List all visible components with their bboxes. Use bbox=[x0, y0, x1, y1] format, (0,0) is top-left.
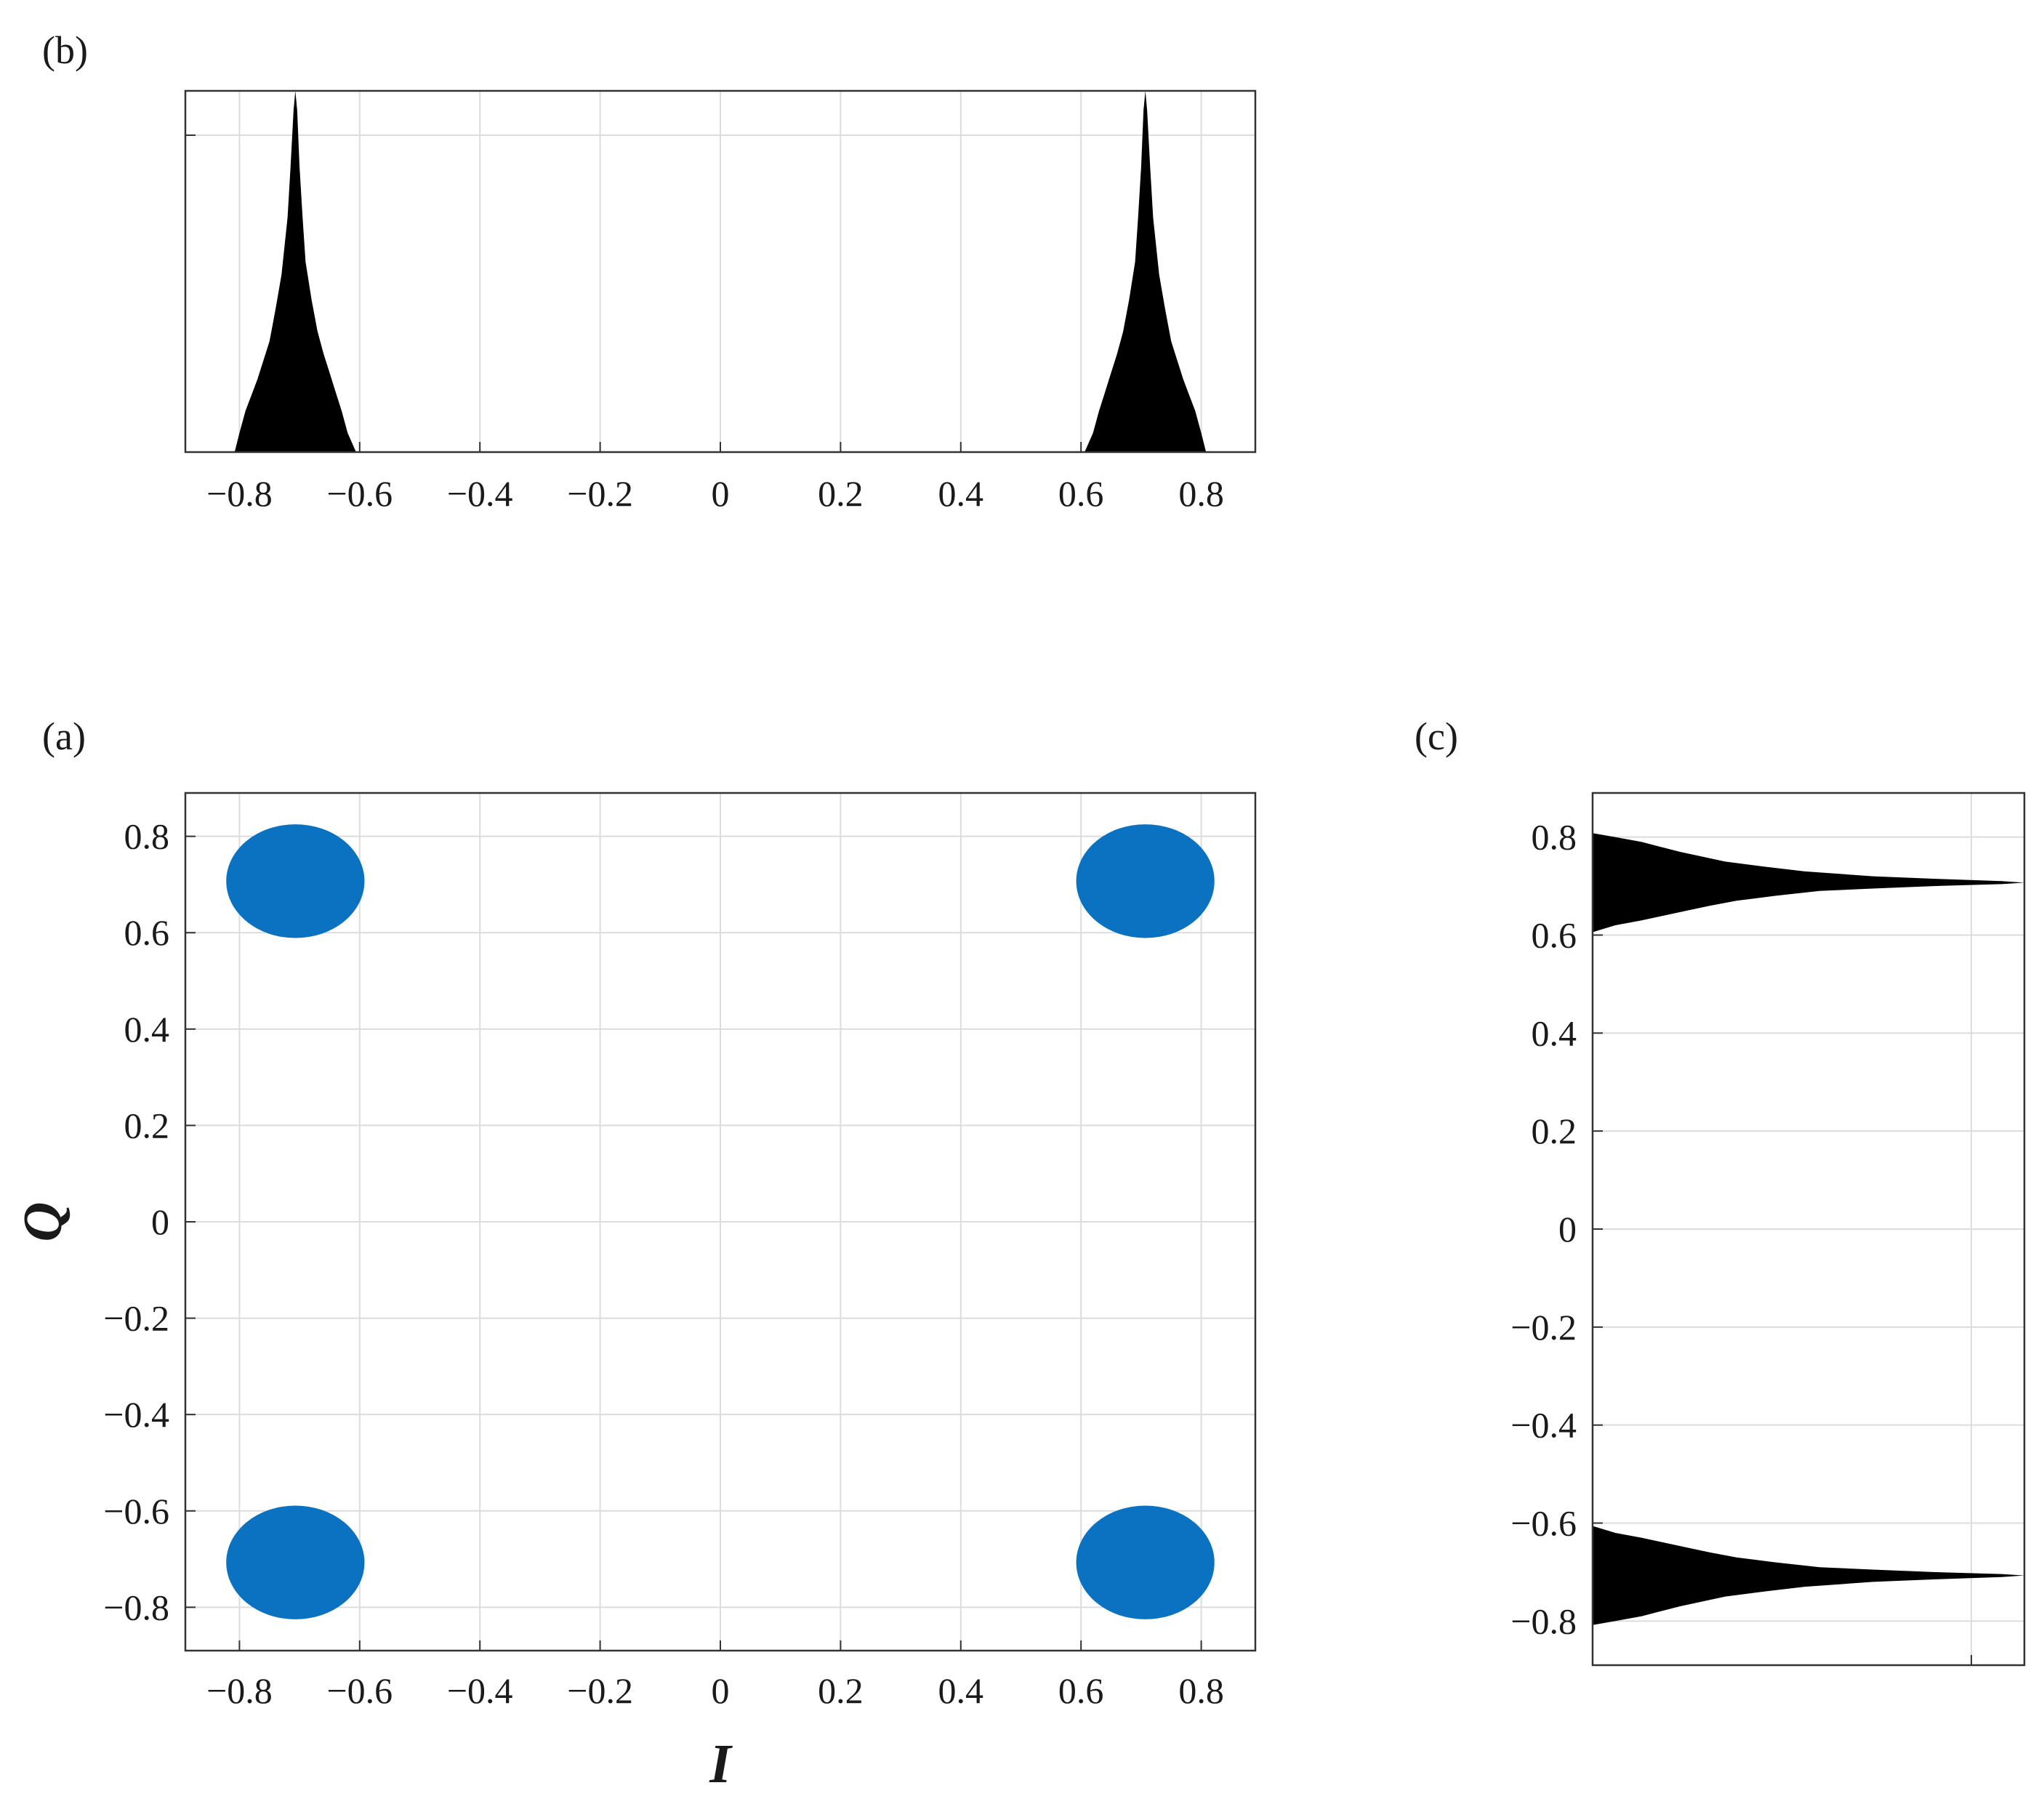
y-tick-label: −0.8 bbox=[103, 1587, 169, 1627]
x-tick-label: −0.2 bbox=[567, 1670, 633, 1711]
scatter-cluster bbox=[1076, 1505, 1215, 1619]
x-tick-label: −0.6 bbox=[326, 473, 393, 514]
x-tick-label: −0.4 bbox=[447, 473, 513, 514]
histogram-panel-b: −0.8 −0.6 −0.4 −0.2 0 0.2 0.4 0.6 0.8 bbox=[184, 89, 1257, 514]
y-tick-label: 0.6 bbox=[1532, 915, 1577, 956]
y-tick-label: 0.6 bbox=[124, 912, 170, 953]
x-tick-label: 0.2 bbox=[818, 473, 864, 514]
x-tick-label: 0.8 bbox=[1178, 1670, 1224, 1711]
scatter-cluster bbox=[226, 1505, 365, 1619]
panel-label-c: (c) bbox=[1415, 714, 1458, 758]
scatter-cluster bbox=[1076, 824, 1215, 938]
histogram-peak bbox=[1593, 833, 2024, 933]
y-tick-label: −0.2 bbox=[103, 1298, 169, 1339]
x-tick-label: 0.6 bbox=[1058, 1670, 1104, 1711]
y-tick-label: −0.2 bbox=[1510, 1307, 1577, 1348]
x-tick-label: −0.6 bbox=[326, 1670, 393, 1711]
x-axis-title: I bbox=[709, 1733, 733, 1795]
y-tick-label: −0.6 bbox=[1510, 1502, 1577, 1543]
x-tick-label: 0.6 bbox=[1058, 473, 1104, 514]
x-tick-label: 0.4 bbox=[938, 1670, 984, 1711]
histogram-peak bbox=[234, 91, 356, 452]
y-tick-label: 0.2 bbox=[1532, 1111, 1577, 1151]
y-tick-label: 0.4 bbox=[1532, 1012, 1577, 1053]
y-tick-label: 0 bbox=[1558, 1209, 1577, 1249]
y-tick-label: 0.2 bbox=[124, 1105, 170, 1145]
x-tick-label: 0.4 bbox=[938, 473, 984, 514]
plot-frame-a bbox=[184, 792, 1257, 1652]
histogram-peak bbox=[1593, 1526, 2024, 1625]
plot-frame-b bbox=[184, 89, 1257, 454]
panel-label-b: (b) bbox=[42, 28, 88, 72]
panel-label-a: (a) bbox=[42, 714, 86, 758]
y-tick-label: −0.4 bbox=[1510, 1405, 1577, 1446]
x-tick-label: −0.8 bbox=[206, 473, 273, 514]
histogram-panel-c: −0.8 −0.6 −0.4 −0.2 0 0.2 0.4 0.6 0.8 bbox=[1510, 792, 2026, 1667]
plot-frame-c bbox=[1591, 792, 2026, 1667]
y-tick-label: 0.4 bbox=[124, 1009, 170, 1050]
y-tick-label: −0.6 bbox=[103, 1491, 169, 1531]
y-tick-label: 0.8 bbox=[124, 816, 170, 857]
y-tick-label: −0.4 bbox=[103, 1394, 169, 1435]
y-tick-label: 0 bbox=[151, 1201, 169, 1242]
x-tick-label: 0 bbox=[712, 1670, 730, 1711]
y-axis-title: Q bbox=[12, 1202, 73, 1242]
x-tick-label: 0 bbox=[712, 473, 730, 514]
y-tick-label: −0.8 bbox=[1510, 1600, 1577, 1641]
x-tick-label: 0.2 bbox=[818, 1670, 864, 1711]
x-tick-label: −0.4 bbox=[447, 1670, 513, 1711]
scatter-panel-a: −0.8 −0.6 −0.4 −0.2 0 0.2 0.4 0.6 0.8 −0.8 −0.6 −0.… bbox=[12, 792, 1257, 1795]
x-tick-label: −0.2 bbox=[567, 473, 633, 514]
histogram-peak bbox=[1085, 91, 1207, 452]
scatter-cluster bbox=[226, 824, 365, 938]
y-tick-label: 0.8 bbox=[1532, 817, 1577, 858]
x-tick-label: 0.8 bbox=[1178, 473, 1224, 514]
x-tick-label: −0.8 bbox=[206, 1670, 273, 1711]
